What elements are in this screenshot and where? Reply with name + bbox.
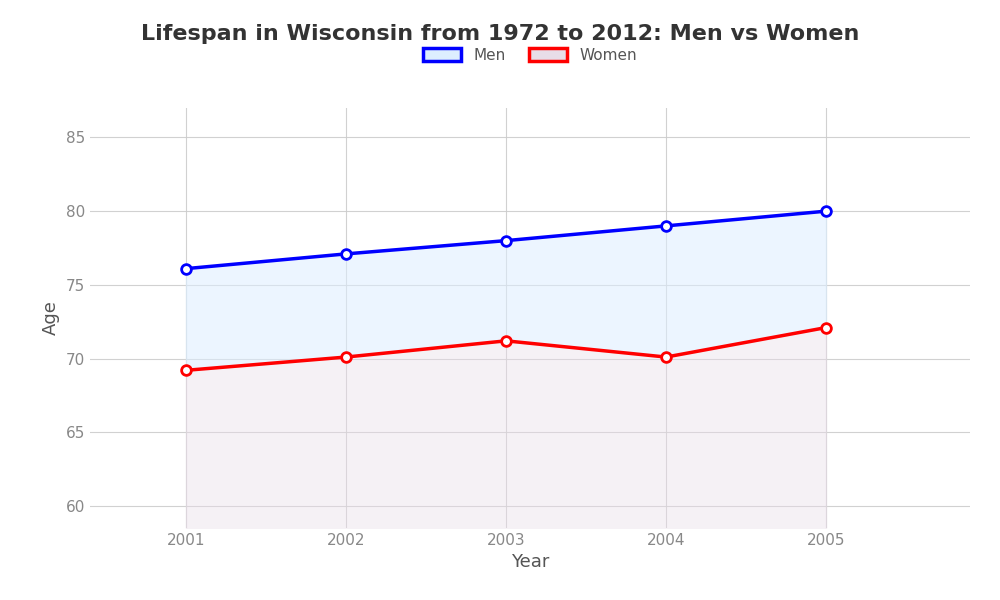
Y-axis label: Age: Age [42, 301, 60, 335]
Text: Lifespan in Wisconsin from 1972 to 2012: Men vs Women: Lifespan in Wisconsin from 1972 to 2012:… [141, 24, 859, 44]
X-axis label: Year: Year [511, 553, 549, 571]
Legend: Men, Women: Men, Women [416, 40, 644, 70]
